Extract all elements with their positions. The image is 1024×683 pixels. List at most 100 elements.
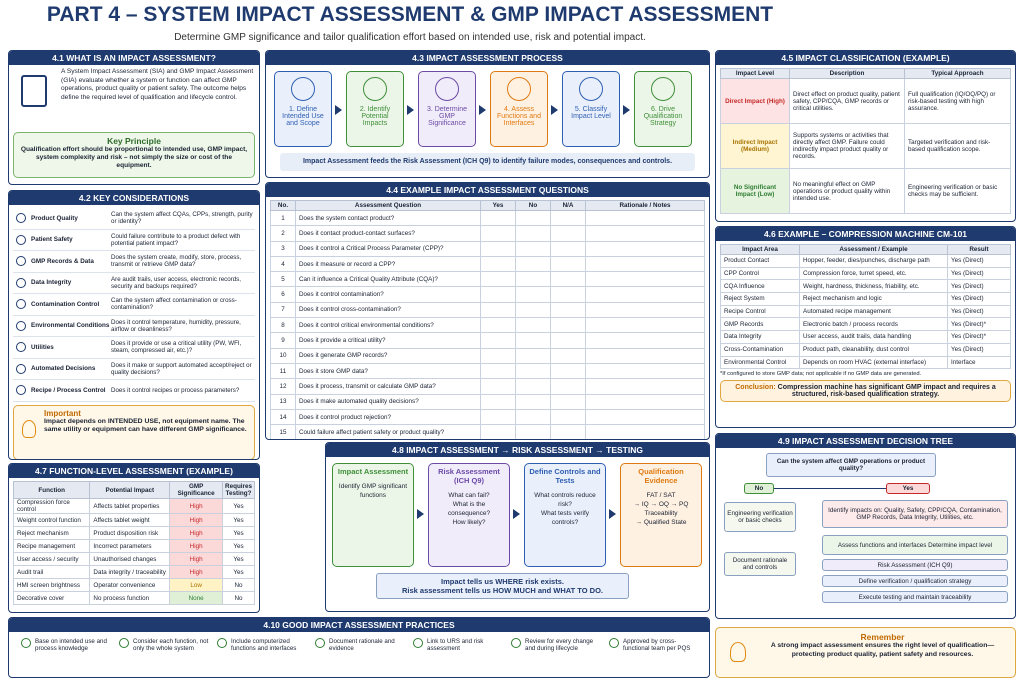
empty-cell — [480, 378, 516, 395]
panel-body: No. Assessment Question Yes No N/A Rationale … — [266, 197, 709, 439]
table-cell: Compression force control — [12, 498, 91, 514]
table-cell: Reject mechanism and logic — [799, 292, 948, 306]
process-step: 5. Classify Impact Level — [562, 71, 620, 147]
table-cell: Yes — [222, 526, 255, 540]
bulb-icon — [22, 419, 36, 438]
empty-cell — [480, 209, 516, 227]
consideration-row: Recipe / Process Control Does it control … — [13, 380, 255, 402]
step-icon — [651, 77, 675, 101]
column-header: Yes — [480, 200, 516, 211]
column-header: Assessment Question — [295, 200, 481, 211]
column-header: N/A — [550, 200, 586, 211]
table-body: Product Contact Hopper, feeder, dies/punc… — [720, 254, 1011, 370]
empty-cell — [515, 408, 551, 426]
consideration-text: Does it control recipes or process param… — [111, 386, 240, 394]
table-cell: User access, audit trails, data handling — [799, 330, 948, 344]
consideration-row: GMP Records & Data Does the system create… — [13, 251, 255, 273]
table-head: Function Potential Impact GMP Significance… — [12, 481, 255, 499]
consideration-label: Patient Safety — [31, 236, 73, 244]
empty-cell — [480, 332, 516, 349]
practice-text: Link to URS and risk assessment — [427, 638, 484, 652]
table-row: 14 Does it control product rejection? — [270, 408, 705, 426]
table-cell: Compression force, turret speed, etc. — [799, 266, 948, 281]
consideration-label: Contamination Control — [31, 300, 100, 308]
check-icon — [119, 638, 129, 648]
table-row: Recipe Control Automated recipe managemen… — [720, 304, 1011, 319]
table-cell: Does it control cross-contamination? — [295, 301, 481, 319]
table-body: Direct Impact (High) Direct effect on pro… — [720, 78, 1011, 214]
table-cell: Affects tablet properties — [89, 498, 171, 514]
table-head: Impact Area Assessment / Example Result — [720, 244, 1011, 255]
panel: 4.6 EXAMPLE – COMPRESSION MACHINE CM-101… — [715, 226, 1016, 428]
remember-title: Remember — [860, 632, 905, 642]
table-cell: Weight, hardness, thickness, friability,… — [799, 279, 948, 294]
table-row: No Significant Impact (Low) No meaningful… — [720, 168, 1011, 214]
empty-cell — [585, 240, 705, 257]
practice-item: Review for every change and during lifec… — [511, 638, 603, 652]
table-row: 11 Does it store GMP data? — [270, 362, 705, 380]
table-cell: Decorative cover — [12, 591, 91, 605]
table-row: Direct Impact (High) Direct effect on pro… — [720, 78, 1011, 124]
panel-header: 4.4 EXAMPLE IMPACT ASSESSMENT QUESTIONS — [266, 183, 709, 197]
practice-text: Include computerized functions and inter… — [231, 638, 297, 652]
table-cell: Environmental Control — [720, 355, 800, 370]
table-cell: Yes (Direct) — [947, 266, 1011, 281]
consideration-text: Does it make or support automated accept… — [111, 361, 252, 376]
column-header: Result — [947, 244, 1011, 255]
column-header: No. — [270, 200, 296, 211]
table-cell: 13 — [270, 393, 296, 410]
table-row: Decorative cover No process function None N… — [12, 591, 255, 605]
table-cell: 4 — [270, 255, 296, 273]
practice-item: Document rationale and evidence — [315, 638, 407, 652]
table-cell: Product Contact — [720, 254, 800, 268]
table-cell: 3 — [270, 240, 296, 257]
flow-arrow — [513, 509, 520, 519]
consideration-row: Contamination Control Can the system affe… — [13, 294, 255, 316]
consideration-text: Can the system affect contamination or c… — [111, 297, 237, 312]
table-cell: Yes — [222, 552, 255, 566]
empty-cell — [585, 393, 705, 410]
table-row: 6 Does it control contamination? — [270, 286, 705, 303]
empty-cell — [480, 347, 516, 364]
step-arrow — [335, 105, 342, 115]
panel-header: 4.7 FUNCTION-LEVEL ASSESSMENT (EXAMPLE) — [9, 464, 259, 478]
practice-text: Approved by cross-functional team per PQ… — [623, 638, 691, 652]
header-row: Impact Level Description Typical Approach — [720, 68, 1011, 79]
empty-cell — [550, 317, 586, 334]
step-icon — [579, 77, 603, 101]
practice-item: Consider each function, not only the who… — [119, 638, 211, 652]
conclusion: Conclusion: Compression machine has sign… — [720, 380, 1011, 403]
practice-item: Approved by cross-functional team per PQ… — [609, 638, 701, 652]
consideration-icon — [16, 363, 26, 374]
table-head: No. Assessment Question Yes No N/A Rationale … — [270, 200, 705, 211]
consideration-icon — [16, 320, 26, 331]
table-cell: High — [169, 513, 224, 527]
table-cell: User access / security — [12, 552, 91, 566]
panel-body: Impact Area Assessment / Example Result Pro… — [716, 241, 1015, 426]
practice-item: Include computerized functions and inter… — [217, 638, 309, 652]
table-cell: 5 — [270, 271, 296, 288]
empty-cell — [480, 424, 516, 439]
table-cell: Automated recipe management — [799, 304, 948, 319]
consideration-icon — [16, 213, 26, 224]
page-title: PART 4 – SYSTEM IMPACT ASSESSMENT & GMP … — [46, 3, 774, 26]
consideration-icon — [16, 256, 26, 267]
column-header: GMP Significance — [169, 481, 224, 499]
table-row: Product Contact Hopper, feeder, dies/punc… — [720, 254, 1011, 268]
table-cell: Product path, cleanability, dust control — [799, 342, 948, 357]
empty-cell — [585, 332, 705, 349]
process-step: 3. Determine GMP Significance — [418, 71, 476, 147]
flow-box-title: Qualification Evidence — [638, 467, 684, 485]
step-arrow — [551, 105, 558, 115]
empty-cell — [550, 271, 586, 288]
table-note: *If configured to store GMP data; not ap… — [720, 371, 922, 378]
header-row: Impact Area Assessment / Example Result — [720, 244, 1011, 255]
table-cell: Could failure affect patient safety or p… — [295, 424, 481, 439]
empty-cell — [480, 225, 516, 242]
footer-line: Risk assessment tells us HOW MUCH and WH… — [401, 586, 603, 595]
consideration-row: Patient Safety Could failure contribute t… — [13, 230, 255, 251]
important-text: Impact depends on INTENDED USE, not equi… — [44, 417, 247, 434]
table-cell: 15 — [270, 424, 296, 439]
table-cell: 8 — [270, 317, 296, 334]
panel-header: 4.6 EXAMPLE – COMPRESSION MACHINE CM-101 — [716, 227, 1015, 241]
